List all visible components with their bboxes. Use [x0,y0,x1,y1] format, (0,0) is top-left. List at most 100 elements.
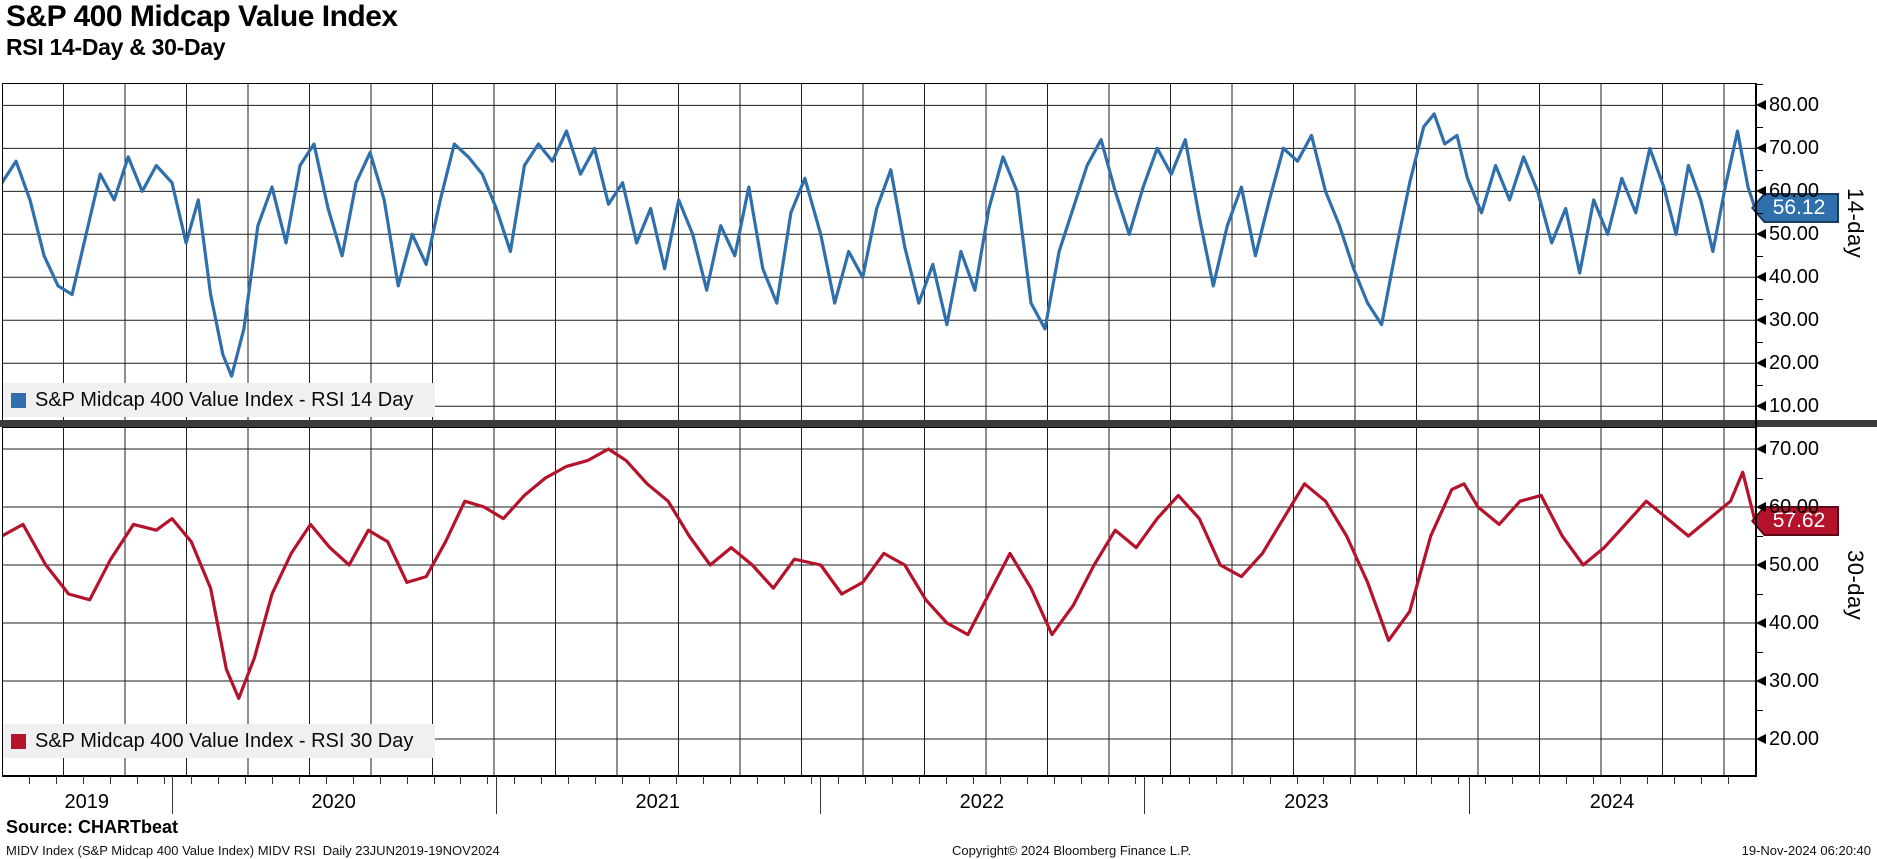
x-month-tick [1728,776,1730,784]
x-month-tick [1269,776,1271,784]
panel-divider [0,420,1877,427]
y-tick-label: 40.00 [1769,612,1820,635]
x-month-tick [1647,776,1649,784]
right-axis-spine [1755,83,1757,775]
x-year-tick [495,776,497,814]
legend-rsi-30-day[interactable]: S&P Midcap 400 Value Index - RSI 30 Day [2,724,435,758]
y-tick-arrow [1756,676,1766,687]
x-month-tick [55,776,57,784]
x-year-label: 2023 [1284,791,1329,813]
last-value-badge-rsi-30: 57.62 [1751,506,1839,536]
footnote-timestamp: 19-Nov-2024 06:20:40 [1741,843,1871,858]
y-tick-arrow [1756,186,1766,197]
x-month-tick [244,776,246,784]
x-month-tick [1296,776,1298,784]
rsi-30-day-plot-area[interactable] [0,427,1757,775]
legend-label: S&P Midcap 400 Value Index - RSI 30 Day [35,729,414,752]
y-minor-tick [1755,594,1763,596]
y-tick-label: 10.00 [1769,395,1820,418]
x-month-tick [541,776,543,784]
x-year-tick [171,776,173,814]
x-year-tick [1143,776,1145,814]
y-tick-label: 50.00 [1769,223,1820,246]
rsi-14-day-plot-area[interactable] [0,83,1757,420]
x-month-tick [649,776,651,784]
x-month-tick [460,776,462,784]
x-month-tick [487,776,489,784]
x-year-tick [819,776,821,814]
y-tick-arrow [1756,734,1766,745]
x-month-tick [1026,776,1028,784]
x-year-label: 2020 [311,791,356,813]
y-minor-tick [1755,298,1763,300]
y-tick-arrow [1756,143,1766,154]
y-tick-label: 30.00 [1769,670,1820,693]
page-subtitle: RSI 14-Day & 30-Day [6,34,226,60]
y-minor-tick [1755,341,1763,343]
x-month-tick [1431,776,1433,784]
panel-left-border [2,427,3,775]
x-month-tick [406,776,408,784]
x-month-tick [1053,776,1055,784]
x-month-tick [1080,776,1082,784]
x-month-tick [1404,776,1406,784]
x-year-label: 2022 [959,791,1005,813]
x-month-tick [109,776,111,784]
x-month-tick [1674,776,1676,784]
x-month-tick [1134,776,1136,784]
x-month-tick [703,776,705,784]
y-tick-label: 20.00 [1769,728,1820,751]
x-month-tick [730,776,732,784]
x-month-tick [1242,776,1244,784]
x-month-tick [945,776,947,784]
x-month-tick [999,776,1001,784]
RSI 30 Day-svg [0,427,1757,775]
y-tick-arrow [1756,100,1766,111]
y-tick-arrow [1756,618,1766,629]
x-year-label: 2021 [635,791,680,813]
y-tick-label: 60.00 [1769,180,1820,203]
x-month-tick [28,776,30,784]
x-month-tick [1566,776,1568,784]
x-year-label: 2024 [1589,791,1635,813]
badge-value: 57.62 [1753,508,1837,534]
x-month-tick [163,776,165,784]
footnote-security-info: MIDV Index (S&P Midcap 400 Value Index) … [6,843,500,858]
y-tick-label: 40.00 [1769,266,1820,289]
y-tick-arrow [1756,444,1766,455]
page-title: S&P 400 Midcap Value Index [6,0,398,33]
y-tick-label: 80.00 [1769,94,1820,117]
x-month-tick [136,776,138,784]
bottom-axis-spine [2,775,1757,777]
x-month-tick [1593,776,1595,784]
y-tick-label: 70.00 [1769,137,1820,160]
y-tick-arrow [1756,272,1766,283]
x-month-tick [972,776,974,784]
x-month-tick [1377,776,1379,784]
x-month-tick [325,776,327,784]
x-month-tick [1215,776,1217,784]
y-tick-arrow [1756,229,1766,240]
y-minor-tick [1755,212,1763,214]
y-minor-tick [1755,384,1763,386]
y-tick-label: 30.00 [1769,309,1820,332]
x-month-tick [676,776,678,784]
x-month-tick [82,776,84,784]
y-minor-tick [1755,169,1763,171]
y-axis-title-14-day: 14-day [1843,188,1868,259]
x-month-tick [271,776,273,784]
x-month-tick [918,776,920,784]
x-month-tick [1350,776,1352,784]
footnote-copyright: Copyright© 2024 Bloomberg Finance L.P. [952,843,1192,858]
x-month-tick [1539,776,1541,784]
x-month-tick [1323,776,1325,784]
badge-value: 56.12 [1753,195,1837,221]
y-tick-arrow [1756,401,1766,412]
x-month-tick [190,776,192,784]
legend-rsi-14-day[interactable]: S&P Midcap 400 Value Index - RSI 14 Day [2,383,435,417]
legend-swatch-red [11,733,26,749]
x-month-tick [298,776,300,784]
x-year-label: 2019 [64,791,110,813]
rsi-30-day-line [0,447,1757,700]
x-month-tick [1485,776,1487,784]
